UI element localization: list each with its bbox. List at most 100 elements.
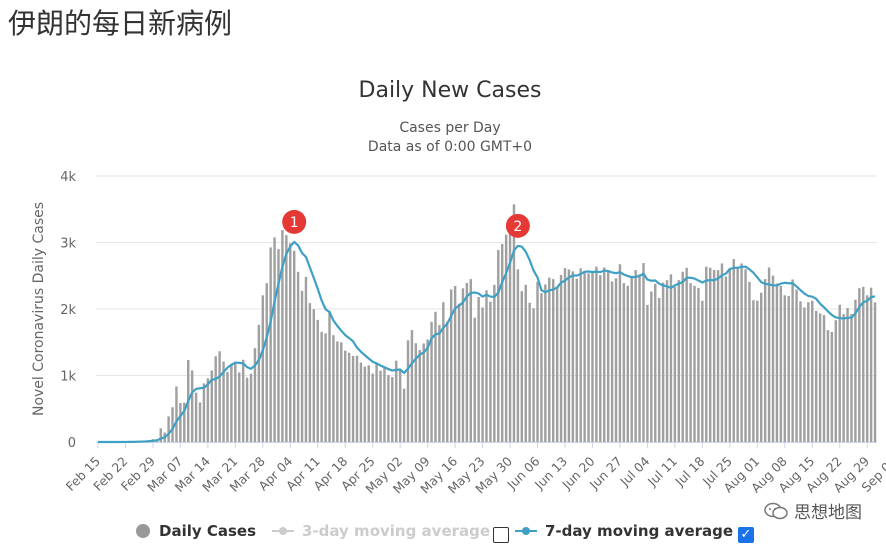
daily-cases-bar bbox=[324, 333, 327, 442]
daily-cases-bar bbox=[767, 267, 771, 442]
annotation-label: 2 bbox=[513, 219, 522, 235]
daily-cases-bar bbox=[304, 276, 308, 442]
annotation-marker bbox=[282, 209, 307, 234]
daily-cases-bar bbox=[320, 331, 323, 442]
daily-cases-bar bbox=[728, 268, 732, 442]
daily-cases-bar bbox=[218, 351, 221, 442]
y-tick-label: 2k bbox=[60, 303, 76, 318]
daily-cases-bar bbox=[410, 330, 414, 442]
daily-cases-bar bbox=[748, 281, 751, 442]
daily-cases-bar bbox=[442, 302, 445, 442]
daily-cases-bar bbox=[638, 274, 641, 442]
daily-cases-bar bbox=[603, 267, 606, 442]
daily-cases-bar bbox=[190, 370, 194, 442]
daily-cases-bar bbox=[512, 204, 516, 442]
daily-cases-bar bbox=[351, 355, 355, 442]
daily-cases-bar bbox=[685, 267, 688, 442]
daily-cases-bar bbox=[308, 303, 312, 442]
daily-cases-bar bbox=[716, 270, 720, 442]
daily-cases-bar bbox=[869, 287, 873, 442]
daily-cases-bar bbox=[316, 319, 319, 442]
legend-label-7day-average: 7-day moving average bbox=[545, 522, 734, 540]
daily-cases-bar bbox=[453, 285, 457, 442]
daily-cases-bar bbox=[485, 290, 488, 442]
daily-cases-bar bbox=[760, 292, 763, 442]
daily-cases-bar bbox=[167, 416, 170, 442]
daily-cases-bar bbox=[449, 289, 453, 442]
daily-cases-bar bbox=[261, 295, 265, 442]
daily-cases-bar bbox=[434, 311, 437, 442]
daily-cases-bar bbox=[438, 325, 441, 442]
daily-cases-bar bbox=[669, 274, 673, 442]
daily-cases-bar bbox=[477, 297, 480, 442]
daily-cases-bar bbox=[650, 291, 653, 442]
daily-cases-bar bbox=[791, 279, 794, 442]
daily-cases-bar bbox=[756, 300, 759, 442]
daily-cases-bar bbox=[532, 308, 535, 442]
legend-item-3day-average[interactable]: 3-day moving average bbox=[272, 522, 490, 540]
daily-cases-bar bbox=[697, 287, 700, 442]
daily-cases-bar bbox=[273, 237, 276, 442]
daily-cases-bar bbox=[838, 304, 841, 442]
y-tick-label: 3k bbox=[60, 237, 76, 252]
daily-cases-bar bbox=[285, 235, 288, 442]
daily-cases-bar bbox=[599, 275, 602, 442]
daily-cases-bar bbox=[473, 317, 476, 442]
daily-cases-bar bbox=[873, 302, 877, 442]
daily-cases-bar bbox=[646, 304, 649, 442]
daily-cases-bar bbox=[606, 271, 610, 442]
daily-cases-bar bbox=[850, 314, 853, 442]
daily-cases-bar bbox=[681, 271, 684, 442]
daily-cases-bar bbox=[457, 303, 461, 442]
daily-cases-bar bbox=[571, 271, 575, 442]
daily-cases-bar bbox=[446, 321, 449, 442]
x-tick-label: Jul 11 bbox=[644, 454, 680, 490]
daily-cases-bar bbox=[426, 339, 429, 442]
daily-cases-bar bbox=[552, 279, 555, 442]
daily-cases-bar bbox=[630, 275, 633, 442]
daily-cases-bar bbox=[822, 315, 826, 442]
daily-cases-bar bbox=[214, 356, 217, 442]
daily-cases-bar bbox=[787, 295, 790, 442]
daily-cases-bar bbox=[665, 280, 669, 442]
daily-cases-bar bbox=[402, 388, 406, 442]
line-marker-icon bbox=[515, 524, 537, 538]
chart-subtitle: Cases per Day bbox=[399, 120, 501, 136]
daily-cases-bar bbox=[740, 263, 743, 442]
daily-cases-bar bbox=[281, 230, 284, 442]
daily-cases-bar bbox=[406, 340, 410, 442]
daily-cases-bar bbox=[516, 269, 520, 442]
daily-cases-bar bbox=[595, 266, 598, 442]
daily-cases-bar bbox=[732, 259, 735, 442]
daily-cases-bar bbox=[257, 324, 261, 442]
daily-cases-bar bbox=[202, 383, 206, 442]
annotation-marker bbox=[505, 213, 530, 238]
daily-cases-bar bbox=[398, 370, 402, 442]
daily-cases-bar bbox=[654, 283, 657, 442]
daily-cases-bar bbox=[383, 368, 386, 442]
daily-cases-bar bbox=[489, 301, 492, 442]
daily-cases-bar bbox=[497, 250, 500, 442]
daily-cases-bar bbox=[269, 247, 272, 442]
seven-day-average-line bbox=[97, 240, 876, 444]
daily-cases-bar bbox=[744, 269, 747, 442]
daily-cases-bar bbox=[865, 295, 869, 442]
legend-item-7day-average[interactable]: 7-day moving average bbox=[515, 522, 733, 540]
legend-label-3day-average: 3-day moving average bbox=[302, 522, 491, 540]
daily-cases-bar bbox=[807, 302, 810, 442]
checkbox-7day-average[interactable]: ✓ bbox=[738, 527, 754, 543]
y-tick-label: 1k bbox=[60, 370, 76, 385]
daily-cases-bar bbox=[249, 373, 253, 442]
daily-cases-bar bbox=[712, 270, 716, 442]
daily-cases-bar bbox=[708, 267, 712, 442]
daily-cases-bar bbox=[171, 407, 174, 442]
daily-cases-bar bbox=[461, 288, 465, 442]
daily-cases-bar bbox=[693, 285, 696, 442]
daily-cases-bar bbox=[336, 341, 339, 442]
checkbox-3day-average[interactable] bbox=[493, 527, 509, 543]
legend-item-daily-cases[interactable]: Daily Cases bbox=[136, 522, 256, 540]
daily-cases-bar bbox=[736, 266, 739, 442]
daily-cases-bar bbox=[548, 277, 551, 442]
wechat-icon bbox=[764, 502, 788, 519]
